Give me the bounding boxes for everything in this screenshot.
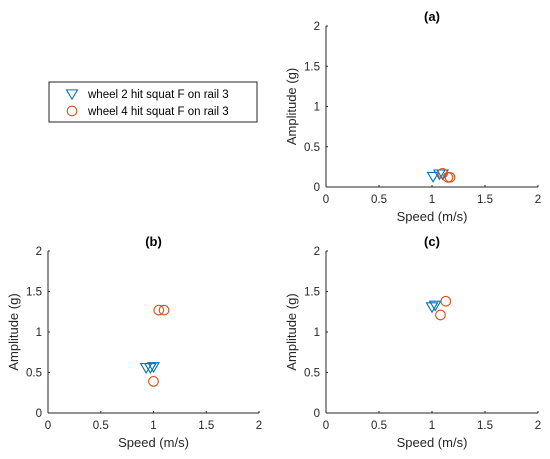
data-point-circle (148, 376, 159, 387)
y-tick-label: 0.5 (26, 368, 42, 380)
data-point-triangle (147, 362, 160, 374)
legend-box (48, 81, 258, 123)
x-tick-label: 0.5 (371, 420, 387, 432)
legend-entry-wheel2: wheel 2 hit squat F on rail 3 (87, 89, 229, 101)
y-tick-label: 1.5 (304, 287, 320, 299)
y-axis-label: Amplitude (g) (284, 68, 299, 145)
legend-entry-wheel4: wheel 4 hit squat F on rail 3 (87, 106, 229, 118)
x-tick-label: 1.5 (477, 420, 493, 432)
data-point-circle (153, 304, 165, 316)
data-point-triangle (436, 169, 450, 181)
y-tick-label: 1.5 (26, 287, 42, 299)
data-point-triangle (143, 362, 157, 374)
y-tick-label: 0.5 (304, 368, 320, 380)
panel-title: (a) (424, 9, 440, 24)
y-tick-label: 0 (314, 408, 320, 420)
y-tick-label: 1 (36, 327, 42, 339)
x-tick-label: 2 (535, 194, 541, 206)
x-tick-label: 1 (429, 194, 435, 206)
x-tick-label: 0 (323, 420, 329, 432)
data-point-triangle (426, 171, 440, 183)
y-tick-label: 1 (314, 327, 320, 339)
y-tick-label: 2 (314, 246, 320, 258)
legend: wheel 2 hit squat F on rail 3 wheel 4 hi… (48, 81, 258, 123)
panel-title: (b) (145, 234, 162, 249)
data-point-triangle (428, 300, 442, 312)
x-tick-label: 2 (535, 420, 541, 432)
data-point-circle (435, 309, 446, 321)
x-axis-label: Speed (m/s) (118, 435, 189, 450)
panel-c: 0 0.5 1 1.5 2 0 0.5 1 1.5 2 (c) Speed (m/s) Amplitud… (284, 234, 541, 450)
y-tick-label: 2 (314, 21, 320, 33)
x-tick-label: 1 (150, 420, 156, 432)
x-tick-label: 2 (256, 420, 262, 432)
y-tick-label: 1.5 (304, 61, 320, 73)
x-axis-label: Speed (m/s) (397, 209, 468, 224)
x-tick-label: 1.5 (477, 194, 493, 206)
y-tick-label: 0.5 (304, 142, 320, 154)
y-tick-label: 1 (314, 102, 320, 114)
y-tick-label: 2 (36, 246, 42, 258)
x-axis-label: Speed (m/s) (397, 435, 468, 450)
data-point-circle (440, 295, 452, 307)
legend-marker-circle (66, 105, 78, 117)
x-tick-label: 0 (45, 420, 51, 432)
panel-a: 0 0.5 1 1.5 2 0 0.5 1 1.5 2 (a) Speed (m/s) Amplitud… (284, 9, 541, 224)
y-axis-label: Amplitude (g) (284, 293, 299, 370)
x-tick-label: 1 (429, 420, 435, 432)
data-point-circle (444, 171, 456, 183)
panel-title: (c) (424, 234, 440, 249)
data-point-circle (158, 304, 170, 316)
y-tick-label: 0 (36, 408, 42, 420)
x-tick-label: 0.5 (371, 194, 387, 206)
panel-b: 0 0.5 1 1.5 2 0 0.5 1 1.5 2 (b) Speed (m/s) Amplitud… (6, 234, 262, 450)
x-tick-label: 0 (323, 194, 329, 206)
legend-marker-triangle (65, 89, 79, 101)
y-tick-label: 0 (314, 182, 320, 194)
x-tick-label: 0.5 (93, 420, 109, 432)
y-axis-label: Amplitude (g) (6, 293, 21, 370)
x-tick-label: 1.5 (198, 420, 214, 432)
data-point-triangle (425, 302, 439, 314)
